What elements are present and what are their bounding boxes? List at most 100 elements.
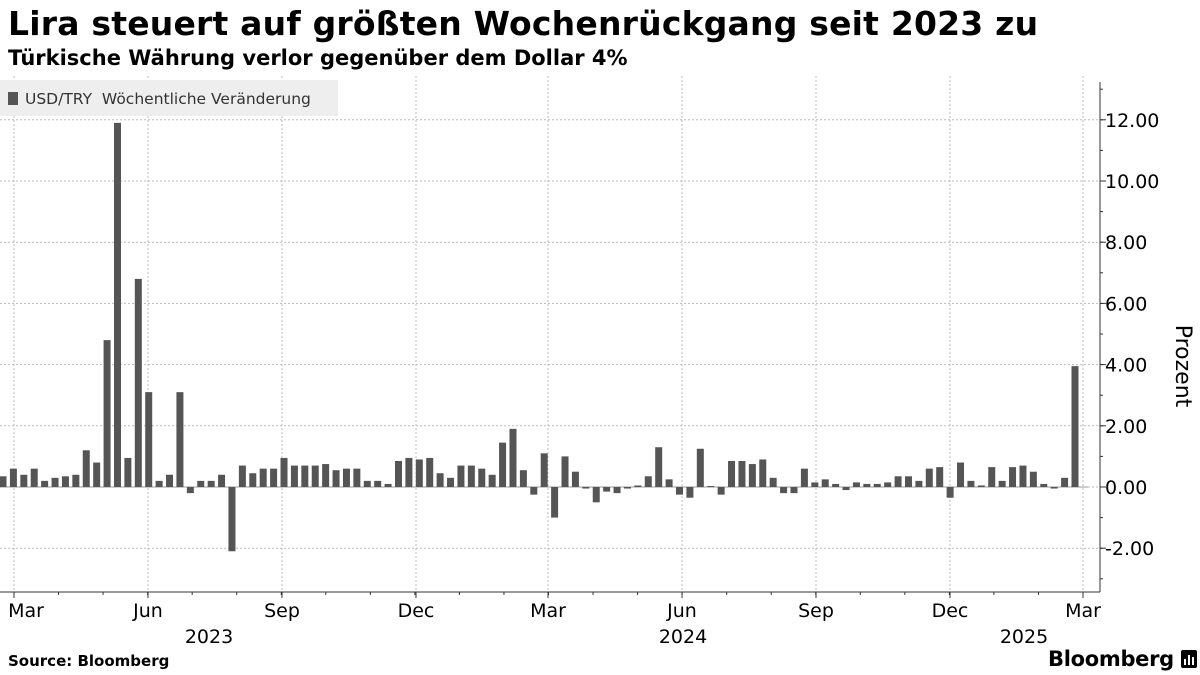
y-tick-label: 0.00 (1105, 477, 1147, 499)
bar (915, 480, 923, 487)
bar (894, 476, 902, 487)
x-month-label: Sep (264, 600, 300, 622)
bar (832, 483, 840, 487)
bar (353, 468, 361, 487)
legend: USD/TRY Wöchentliche Veränderung (0, 80, 338, 116)
bar (613, 487, 621, 494)
bar (873, 483, 881, 487)
bar (644, 476, 652, 487)
bar (1009, 467, 1017, 487)
bar (72, 474, 80, 487)
bar (342, 468, 350, 487)
bar-chart: 12.00 10.00 8.00 6.00 4.00 2.00 0.00 -2.00 Proze… (0, 76, 1195, 648)
bar (457, 465, 465, 487)
bar (197, 480, 205, 487)
bar (884, 482, 892, 487)
bar (41, 480, 49, 487)
bar (30, 468, 38, 487)
bar (925, 468, 933, 487)
bar (821, 479, 829, 487)
bar (852, 482, 860, 487)
bar (946, 487, 954, 498)
bar (0, 476, 7, 487)
legend-swatch (8, 92, 18, 105)
bar (405, 457, 413, 487)
bar (259, 468, 267, 487)
bar (93, 462, 101, 487)
bar (218, 474, 226, 487)
bar (592, 487, 600, 503)
bar (467, 465, 475, 487)
y-tick-label: 10.00 (1105, 171, 1159, 193)
bar (603, 487, 611, 492)
bar (82, 450, 90, 487)
x-year-label: 2023 (185, 626, 233, 648)
bar (738, 460, 746, 487)
source-note: Source: Bloomberg (8, 652, 170, 670)
bar (530, 487, 538, 495)
bar (1040, 483, 1048, 487)
y-tick-label: 8.00 (1105, 232, 1147, 254)
bar (582, 487, 590, 489)
x-year-label: 2025 (1000, 626, 1048, 648)
bar (728, 460, 736, 487)
bar (936, 467, 944, 487)
y-tick-label: 4.00 (1105, 355, 1147, 377)
x-month-label: Mar (530, 600, 566, 622)
x-month-label: Jun (666, 600, 697, 622)
bar (998, 480, 1006, 487)
bar (759, 459, 767, 487)
bar (311, 465, 319, 487)
bar (166, 474, 174, 487)
bar (561, 456, 569, 487)
bar (540, 453, 548, 487)
bar (322, 464, 330, 487)
bar (155, 480, 163, 487)
bar (509, 428, 517, 487)
bar (634, 485, 642, 487)
y-axis-title: Prozent (1170, 325, 1195, 408)
bar (707, 486, 715, 487)
bar (957, 462, 965, 487)
chart-subtitle: Türkische Währung verlor gegenüber dem D… (8, 46, 628, 70)
bar (124, 457, 132, 487)
bar (249, 473, 257, 487)
bar (1071, 366, 1079, 487)
bar (967, 480, 975, 487)
y-tick-label: 2.00 (1105, 416, 1147, 438)
x-month-label: Dec (398, 600, 435, 622)
bar (384, 483, 392, 487)
grid-lines (0, 76, 1100, 592)
bar (676, 487, 683, 495)
x-month-label: Sep (798, 600, 834, 622)
bar (186, 487, 194, 494)
bar (769, 477, 777, 487)
bar (270, 468, 278, 487)
bar (9, 468, 17, 487)
bar (1050, 487, 1058, 489)
bar (800, 468, 808, 487)
bar (134, 278, 142, 487)
bar (478, 468, 486, 487)
brand-name: Bloomberg (1048, 647, 1174, 671)
bar (780, 487, 788, 494)
bar (280, 457, 288, 487)
bar (290, 465, 298, 487)
bars (0, 122, 1079, 552)
bar (447, 477, 455, 487)
bloomberg-terminal-icon (1180, 650, 1197, 668)
bar (301, 465, 309, 487)
bar (717, 487, 725, 495)
legend-label: USD/TRY Wöchentliche Veränderung (25, 90, 311, 108)
y-tick-label: 6.00 (1105, 293, 1147, 315)
x-month-label: Dec (932, 600, 969, 622)
bar (655, 447, 663, 487)
x-month-label: Mar (1065, 600, 1101, 622)
bar (20, 474, 28, 487)
bar (811, 482, 819, 487)
brand-logo: Bloomberg (1048, 647, 1197, 671)
bar (748, 464, 756, 487)
bar (332, 470, 340, 487)
bar (176, 392, 184, 487)
bar (623, 487, 631, 489)
